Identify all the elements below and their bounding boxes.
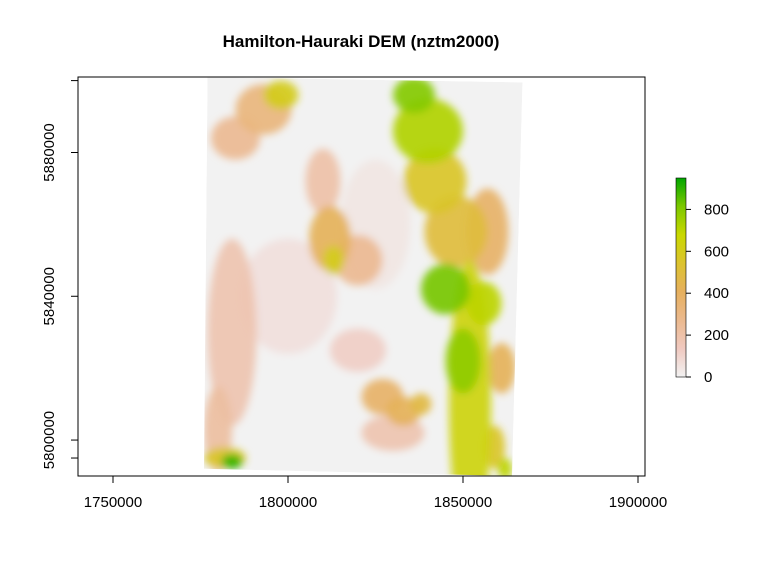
elevation-patch (421, 264, 470, 314)
x-tick-label: 1850000 (434, 494, 492, 511)
chart-title: Hamilton-Hauraki DEM (nztm2000) (223, 32, 500, 51)
legend-tick-label: 600 (704, 243, 729, 260)
y-tick-label: 5800000 (41, 411, 58, 469)
elevation-patch (330, 329, 386, 372)
elevation-patch (306, 149, 341, 214)
elevation-patch (467, 282, 502, 325)
color-legend: 0 200 400 600 800 (676, 178, 729, 386)
legend-tick-label: 800 (704, 201, 729, 218)
y-axis: 5800000 5840000 5880000 (41, 81, 78, 470)
elevation-patch (488, 343, 516, 393)
legend-ticks: 0 200 400 600 800 (686, 201, 729, 386)
elevation-patch (222, 454, 243, 468)
x-tick-label: 1900000 (609, 494, 667, 511)
elevation-patch (323, 246, 344, 275)
x-axis: 1750000 1800000 1850000 1900000 (84, 476, 667, 511)
dem-raster (204, 77, 523, 548)
legend-tick-label: 400 (704, 285, 729, 302)
legend-tick-label: 0 (704, 369, 712, 386)
elevation-patch (393, 77, 435, 113)
x-tick-label: 1800000 (259, 494, 317, 511)
y-tick-label: 5880000 (41, 123, 58, 181)
x-tick-label: 1750000 (84, 494, 142, 511)
elevation-patch (446, 329, 481, 394)
elevation-patch (411, 393, 432, 415)
elevation-patch (264, 81, 299, 110)
y-tick-label: 5840000 (41, 267, 58, 325)
legend-color-bar (676, 178, 686, 377)
legend-tick-label: 200 (704, 327, 729, 344)
